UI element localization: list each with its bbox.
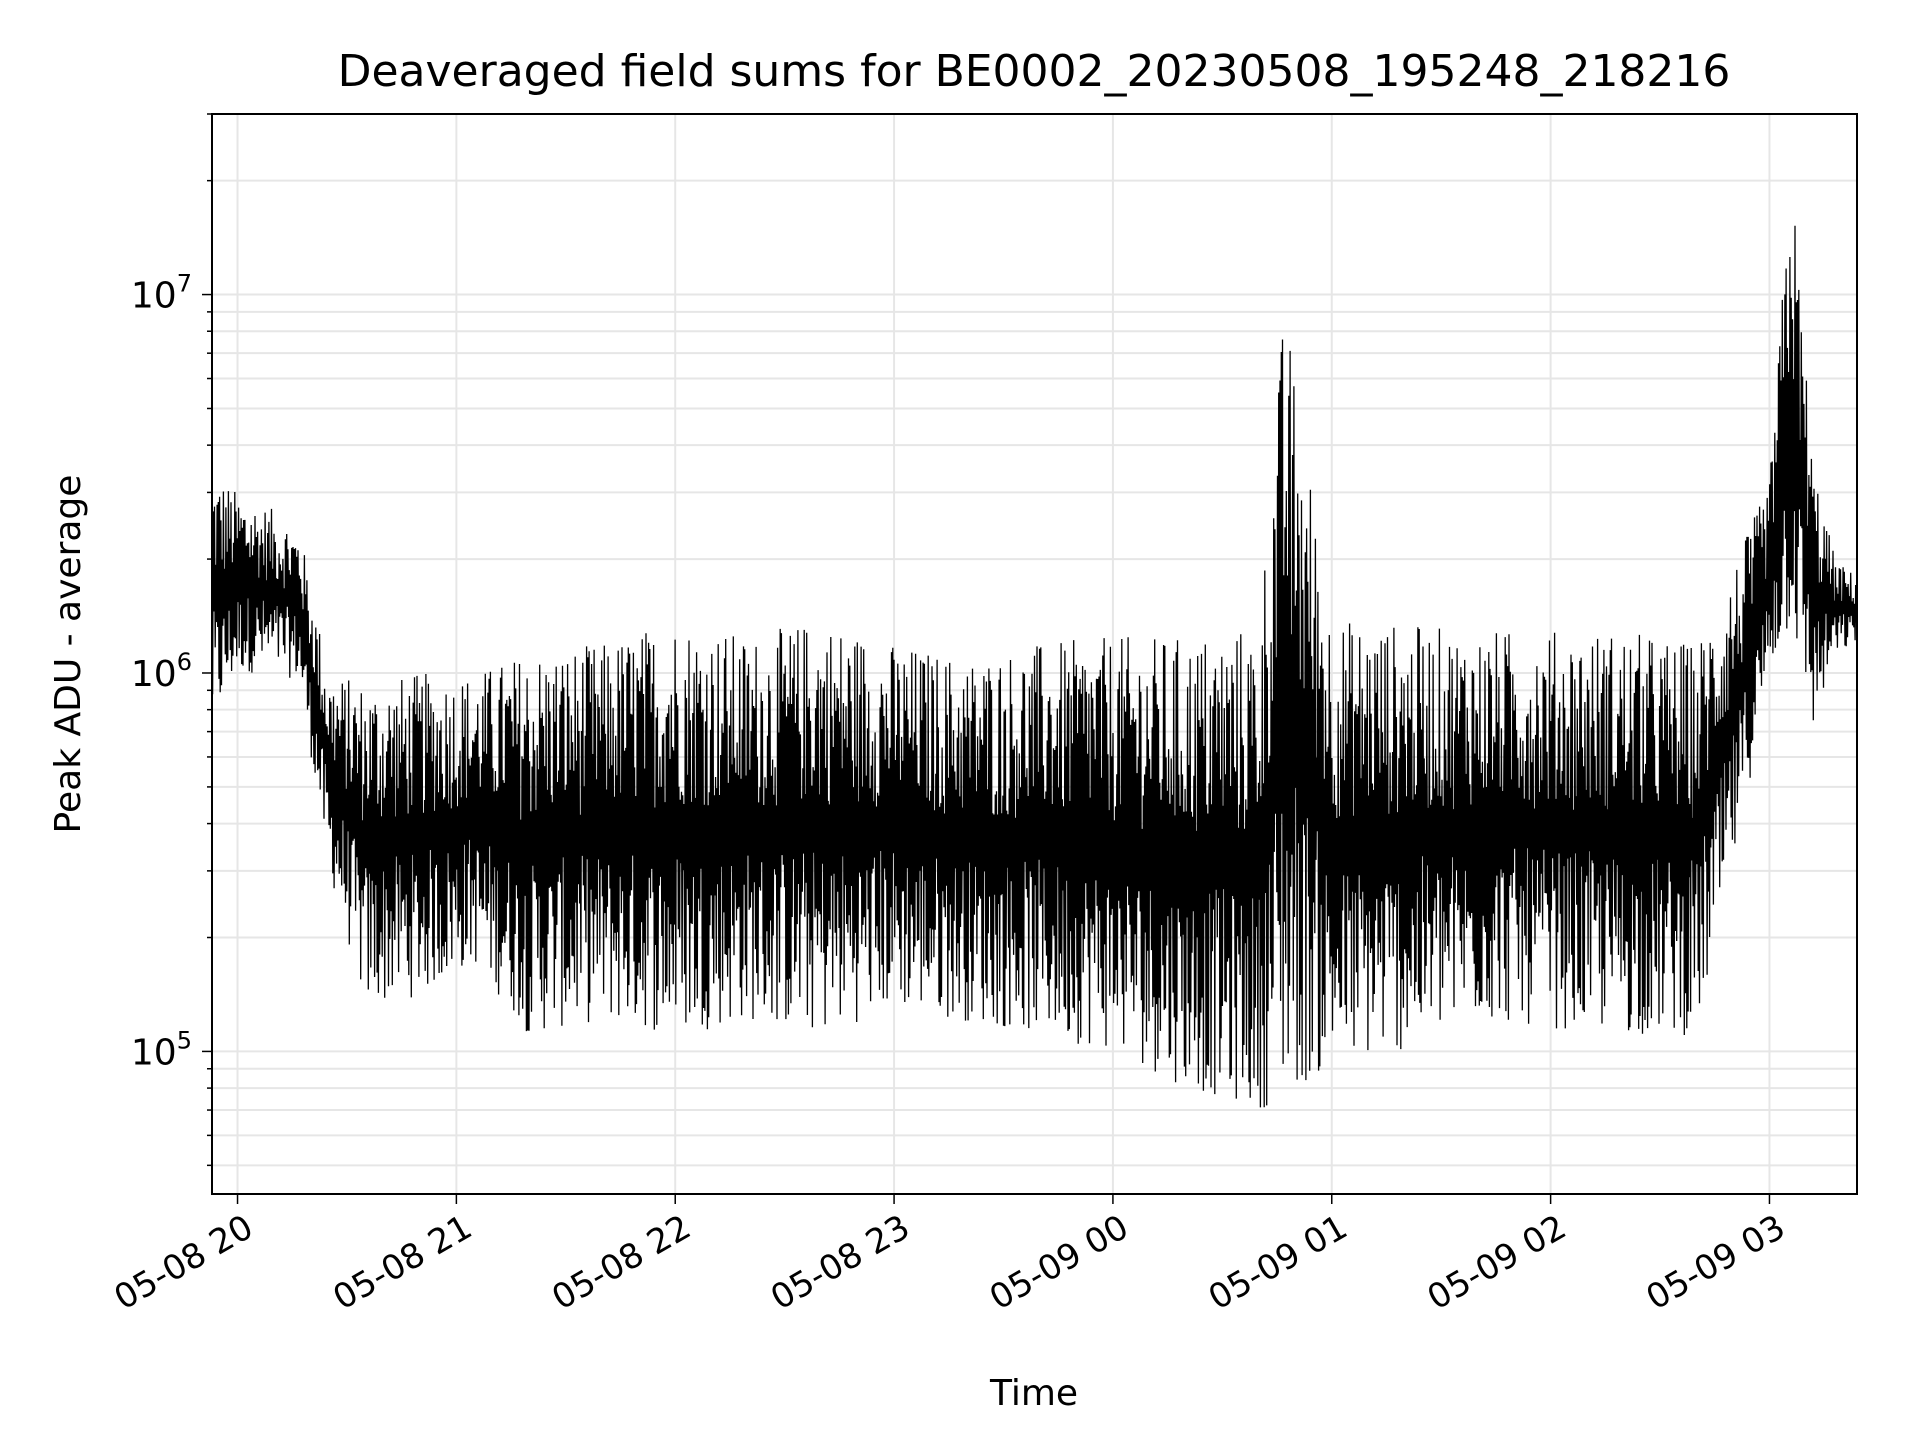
chart-title: Deaveraged field sums for BE0002_2023050… — [338, 46, 1731, 97]
y-axis-label: Peak ADU - average — [48, 475, 89, 834]
y-tick-label: 107 — [131, 270, 192, 317]
x-tick-label: 05-09 03 — [1640, 1207, 1792, 1318]
series-line — [211, 225, 1858, 1108]
y-tick-label: 105 — [131, 1026, 192, 1073]
x-axis: 05-08 20 05-08 21 05-08 22 05-08 23 05-09 00… — [108, 1194, 1792, 1318]
x-tick-label: 05-08 22 — [545, 1207, 697, 1318]
plot-frame — [211, 113, 1858, 1195]
x-tick-label: 05-08 21 — [326, 1207, 478, 1318]
x-tick-label: 05-09 00 — [983, 1207, 1135, 1318]
y-tick-label: 106 — [131, 648, 192, 695]
y-axis: 105 106 107 — [131, 113, 212, 1167]
x-tick-label: 05-08 20 — [108, 1207, 260, 1318]
x-tick-label: 05-08 23 — [764, 1207, 916, 1318]
x-axis-label: Time — [989, 1373, 1078, 1414]
x-tick-label: 05-09 01 — [1202, 1207, 1354, 1318]
x-tick-label: 05-09 02 — [1421, 1207, 1573, 1318]
